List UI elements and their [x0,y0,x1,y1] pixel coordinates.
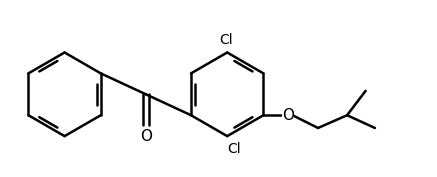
Text: Cl: Cl [219,33,233,47]
Text: O: O [140,129,152,144]
Text: O: O [282,108,294,123]
Text: Cl: Cl [227,142,241,156]
